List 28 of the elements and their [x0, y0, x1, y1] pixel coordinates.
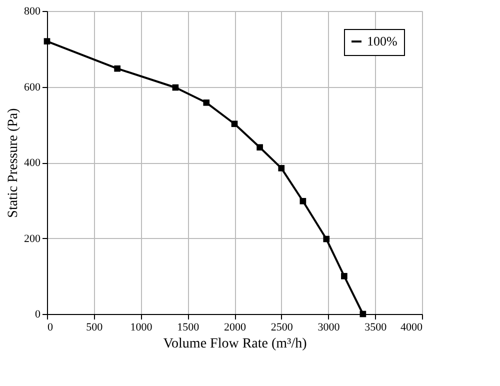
x-tick-label: 3000 [318, 322, 340, 334]
y-tick-label: 800 [24, 6, 41, 18]
x-axis-title: Volume Flow Rate (m³/h) [163, 336, 308, 352]
x-tick-label: 500 [86, 322, 104, 334]
x-tick-label: 0 [48, 322, 54, 334]
point [256, 144, 263, 151]
point [172, 84, 179, 91]
y-tick-label: 600 [24, 81, 41, 94]
point [323, 236, 330, 242]
point [300, 198, 306, 204]
x-tick-label: 2500 [270, 322, 294, 334]
x-tick-label: 3500 [364, 322, 388, 334]
point [278, 165, 285, 172]
y-axis-title: Static Pressure (Pa) [6, 108, 21, 218]
point [341, 272, 348, 280]
legend-label: 100% [367, 34, 398, 48]
y-tick-label: 400 [24, 157, 41, 169]
point [114, 65, 120, 72]
x-tick-label: 4000 [400, 322, 423, 334]
point [231, 120, 238, 128]
point [203, 99, 210, 106]
x-tick-label: 1500 [177, 322, 200, 334]
y-tick-label: 0 [35, 308, 41, 320]
point [44, 38, 50, 44]
x-tick-label: 2000 [224, 322, 246, 334]
point [360, 310, 366, 318]
y-tick-label: 200 [24, 232, 41, 245]
x-tick-label: 1000 [130, 322, 153, 334]
